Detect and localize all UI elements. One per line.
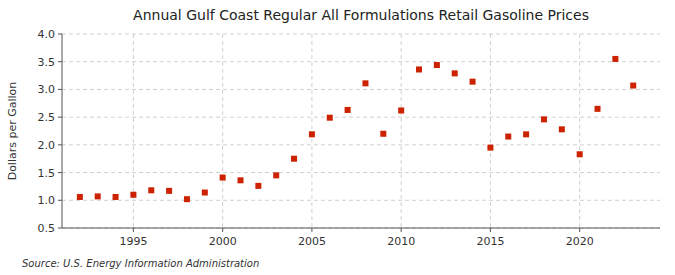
grid-line — [579, 34, 580, 228]
tick-label: 1995 — [119, 235, 147, 248]
point — [505, 134, 511, 140]
grid-line — [62, 117, 660, 118]
tick-label: 0.5 — [38, 222, 56, 235]
point — [95, 193, 101, 199]
point — [541, 116, 547, 122]
grid-line — [62, 200, 660, 201]
tick-mark — [490, 228, 491, 232]
point — [273, 172, 279, 178]
point — [309, 131, 315, 137]
page: {"chart_data": {"type": "scatter", "titl… — [0, 0, 675, 275]
point — [202, 190, 208, 196]
tick-label: 2020 — [566, 235, 594, 248]
point — [612, 56, 618, 62]
grid-line — [490, 34, 491, 228]
tick-label: 3.0 — [38, 83, 56, 96]
point — [130, 192, 136, 198]
tick-label: 2015 — [476, 235, 504, 248]
point — [238, 177, 244, 183]
tick-label: 2.5 — [38, 111, 56, 124]
tick-mark — [58, 228, 62, 229]
grid-line — [311, 34, 312, 228]
tick-label: 2010 — [387, 235, 415, 248]
tick-mark — [58, 89, 62, 90]
y-axis-line — [62, 34, 63, 228]
tick-mark — [401, 228, 402, 232]
point — [523, 131, 529, 137]
tick-mark — [58, 200, 62, 201]
point — [559, 126, 565, 132]
point — [327, 115, 333, 121]
axes: 0.5 1.0 1.5 2.0 2.5 3.0 3.5 4.0 1995 2000 2005 2010… — [38, 28, 661, 248]
tick-mark — [58, 61, 62, 62]
tick-label: 1.0 — [38, 194, 56, 207]
point — [220, 175, 226, 181]
grid-line — [401, 34, 402, 228]
point — [595, 106, 601, 112]
grid-line — [62, 228, 660, 229]
tick-mark — [222, 228, 223, 232]
point — [113, 194, 119, 200]
grid-line — [62, 61, 660, 62]
tick-label: 1.5 — [38, 167, 56, 180]
grid-line — [133, 34, 134, 228]
point — [434, 62, 440, 68]
point — [148, 187, 154, 193]
point — [380, 131, 386, 137]
tick-label: 2.0 — [38, 139, 56, 152]
grid-line — [62, 172, 660, 173]
point — [416, 66, 422, 72]
tick-mark — [58, 34, 62, 35]
point — [77, 194, 83, 200]
point — [577, 151, 583, 157]
tick-mark — [579, 228, 580, 232]
point — [362, 80, 368, 86]
title: Annual Gulf Coast Regular All Formulatio… — [133, 7, 589, 23]
chart: Annual Gulf Coast Regular All Formulatio… — [0, 0, 675, 275]
tick-mark — [58, 172, 62, 173]
tick-label: 3.5 — [38, 56, 56, 69]
x-axis-line — [62, 228, 660, 229]
tick-label: 2005 — [298, 235, 326, 248]
tick-mark — [133, 228, 134, 232]
point — [291, 156, 297, 162]
grid — [62, 34, 660, 228]
tick-label: 4.0 — [38, 28, 56, 41]
annotation: Source: U.S. Energy Information Administ… — [22, 258, 259, 269]
tick-mark — [58, 117, 62, 118]
point — [630, 83, 636, 89]
point — [452, 70, 458, 76]
grid-line — [62, 89, 660, 90]
tick-mark — [58, 144, 62, 145]
grid-line — [62, 144, 660, 145]
point — [166, 188, 172, 194]
grid-line — [222, 34, 223, 228]
points — [77, 56, 636, 202]
point — [487, 145, 493, 151]
tick-label: 2000 — [209, 235, 237, 248]
tick-mark — [311, 228, 312, 232]
point — [184, 196, 190, 202]
point — [398, 107, 404, 113]
point — [470, 79, 476, 85]
point — [255, 183, 261, 189]
y-axis-label: Dollars per Gallon — [6, 82, 19, 181]
point — [345, 107, 351, 113]
grid-line — [62, 34, 660, 35]
